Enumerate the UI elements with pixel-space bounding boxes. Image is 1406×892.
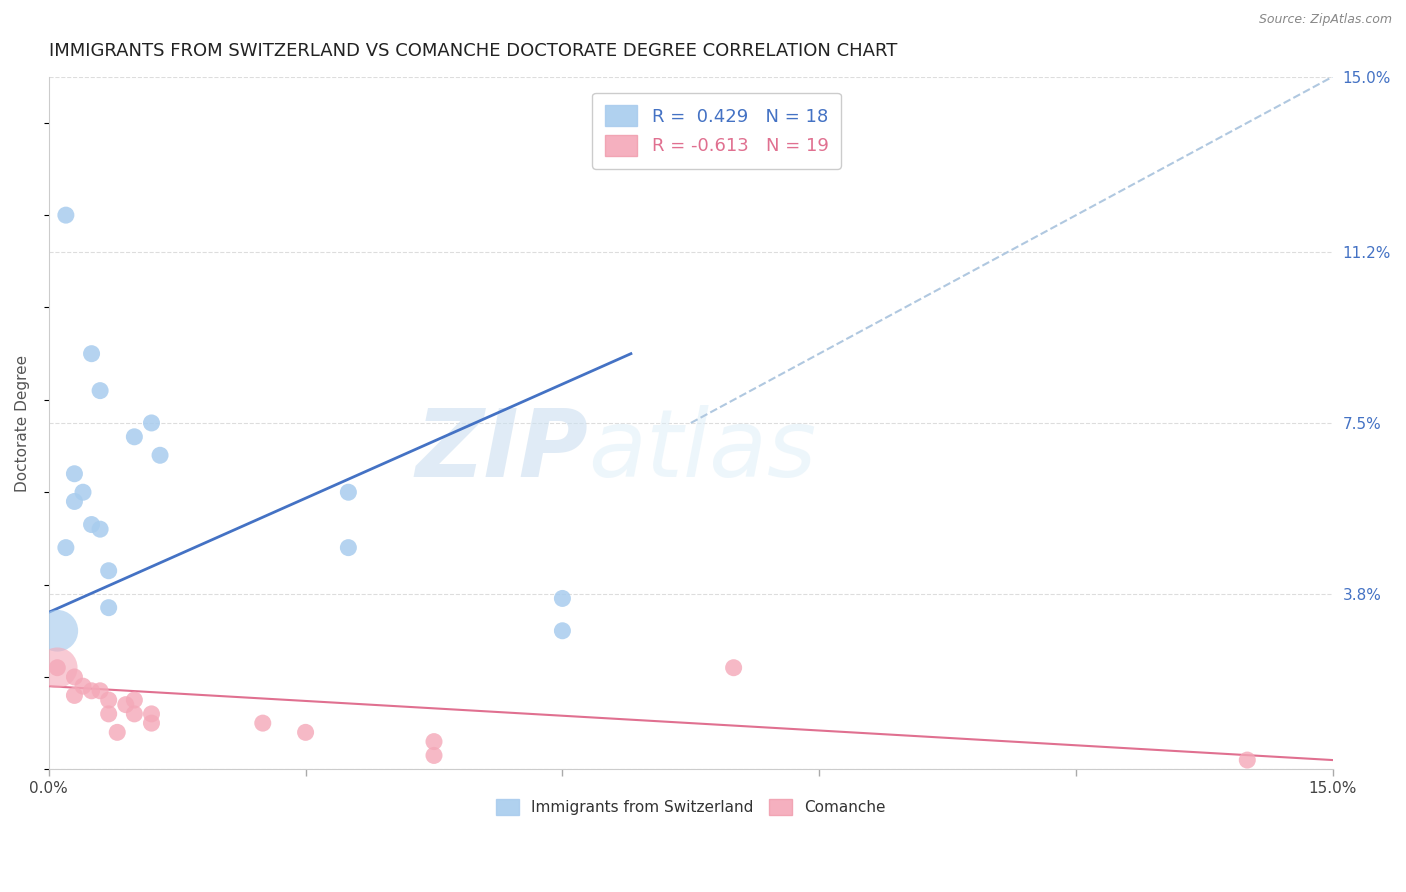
Point [72,485,94,500]
Point [55,208,77,222]
Point [149,448,172,462]
Point [105,725,128,739]
Point [63,467,86,481]
Point [97,600,120,615]
Point [97,706,120,721]
Legend: Immigrants from Switzerland, Comanche: Immigrants from Switzerland, Comanche [486,789,894,824]
Point [252,716,274,731]
Point [551,591,574,606]
Point [80,683,103,698]
Point [124,706,146,721]
Point [294,725,316,739]
Point [63,494,86,508]
Point [124,693,146,707]
Point [89,384,111,398]
Point [72,679,94,693]
Point [141,716,163,731]
Text: atlas: atlas [588,405,817,496]
Point [55,541,77,555]
Point [141,416,163,430]
Text: IMMIGRANTS FROM SWITZERLAND VS COMANCHE DOCTORATE DEGREE CORRELATION CHART: IMMIGRANTS FROM SWITZERLAND VS COMANCHE … [49,42,897,60]
Text: ZIP: ZIP [415,405,588,497]
Point [89,683,111,698]
Point [80,346,103,360]
Point [89,522,111,536]
Point [46,661,69,675]
Point [63,689,86,703]
Point [124,430,146,444]
Point [337,541,360,555]
Point [723,661,745,675]
Point [80,517,103,532]
Y-axis label: Doctorate Degree: Doctorate Degree [15,354,30,491]
Point [337,485,360,500]
Text: Source: ZipAtlas.com: Source: ZipAtlas.com [1258,13,1392,27]
Point [423,748,446,763]
Point [1236,753,1258,767]
Point [141,706,163,721]
Point [46,624,69,638]
Point [97,564,120,578]
Point [46,661,69,675]
Point [423,734,446,748]
Point [63,670,86,684]
Point [551,624,574,638]
Point [114,698,136,712]
Point [97,693,120,707]
